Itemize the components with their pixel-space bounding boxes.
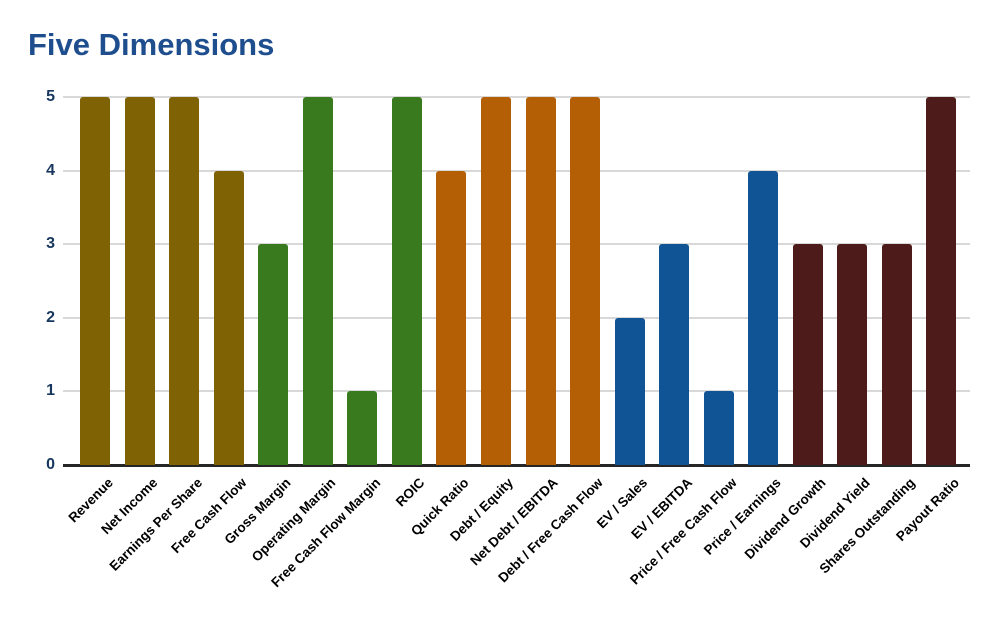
x-tick-label-dividend-growth: Dividend Growth <box>741 475 829 562</box>
x-tick-label-free-cash-flow: Free Cash Flow <box>168 475 250 557</box>
bar-revenue <box>80 97 110 465</box>
y-tick-label-5: 5 <box>46 88 55 105</box>
bar-net-income <box>124 97 155 465</box>
gridline-y3 <box>63 243 970 246</box>
bar-free-cash-flow <box>213 170 244 465</box>
x-tick-label-operating-margin: Operating Margin <box>248 475 339 565</box>
x-tick-label-roic: ROIC <box>392 475 428 510</box>
gridline-y2 <box>63 316 970 319</box>
y-tick-label-2: 2 <box>46 308 55 326</box>
bar-ev-sales <box>614 317 645 465</box>
bar-price-earnings <box>748 170 779 465</box>
gridline-y4 <box>63 169 970 172</box>
gridline-y1 <box>63 390 970 393</box>
plot-area <box>63 96 970 467</box>
bar-dividend-yield <box>837 244 868 465</box>
bar-dividend-growth <box>792 244 823 465</box>
bar-operating-margin <box>302 97 333 465</box>
y-tick-label-0: 0 <box>46 456 55 473</box>
y-tick-label-1: 1 <box>46 382 55 400</box>
bar-gross-margin <box>258 244 289 465</box>
bar-quick-ratio <box>436 170 467 465</box>
bar-net-debt-ebitda <box>525 97 556 465</box>
bar-roic <box>391 97 422 465</box>
gridline-y5 <box>63 96 970 98</box>
bar-debt-free-cash-flow <box>570 97 601 465</box>
bar-debt-equity <box>480 97 511 465</box>
chart-title: Five Dimensions <box>28 27 275 62</box>
x-axis-line <box>63 464 970 467</box>
bar-shares-outstanding <box>881 244 912 465</box>
bar-ev-ebitda <box>659 244 690 465</box>
bar-payout-ratio <box>926 97 957 465</box>
bar-price-free-cash-flow <box>703 391 734 465</box>
y-tick-label-3: 3 <box>46 235 55 253</box>
y-tick-label-4: 4 <box>46 161 55 179</box>
bar-free-cash-flow-margin <box>347 391 378 465</box>
x-tick-label-price-earnings: Price / Earnings <box>701 475 784 558</box>
bar-earnings-per-share <box>169 97 200 465</box>
